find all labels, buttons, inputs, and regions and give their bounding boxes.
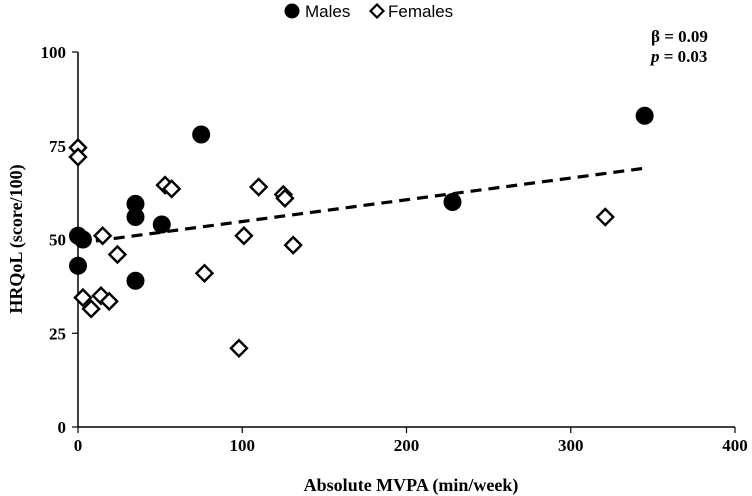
data-point-males [443, 193, 462, 211]
y-tick-label: 75 [49, 137, 66, 156]
data-point-males [126, 271, 145, 290]
data-point-males [635, 106, 654, 125]
data-point-females [161, 179, 182, 199]
y-axis-title: HRQoL (score/100) [6, 164, 27, 313]
data-point-females [68, 147, 88, 167]
x-tick-label: 300 [558, 436, 584, 455]
x-tick-label: 400 [722, 436, 748, 455]
data-point-females [229, 338, 249, 358]
legend-label-females: Females [388, 2, 453, 21]
p-value-text: = 0.03 [660, 47, 708, 66]
data-point-females [234, 226, 254, 246]
y-tick-label: 25 [49, 324, 66, 343]
data-point-females [99, 291, 119, 312]
x-tick-label: 100 [230, 436, 256, 455]
p-value-annotation: p = 0.03 [649, 47, 707, 66]
legend: Males Females [284, 2, 453, 21]
x-tick-label: 200 [394, 436, 420, 455]
axes: 0 100 200 300 400 0 25 50 75 100 [41, 43, 748, 455]
data-point-males [126, 208, 145, 226]
data-points [68, 106, 654, 358]
trendline-group [77, 166, 645, 245]
trendline [77, 166, 645, 245]
data-point-males [126, 194, 145, 213]
x-tick-label: 0 [74, 436, 83, 455]
data-point-females [92, 226, 113, 246]
y-tick-label: 0 [58, 418, 67, 437]
data-point-females [595, 207, 615, 227]
x-axis-title: Absolute MVPA (min/week) [304, 475, 519, 496]
data-point-females [81, 299, 101, 319]
data-point-females [107, 244, 128, 265]
y-tick-label: 50 [49, 231, 66, 250]
legend-marker-males [284, 3, 300, 19]
data-point-males [192, 125, 211, 144]
data-point-females [194, 263, 215, 283]
data-point-males [69, 256, 87, 275]
data-point-males [152, 215, 171, 234]
legend-marker-females [368, 2, 386, 20]
stats-annotation: β = 0.09 p = 0.03 [649, 27, 708, 66]
y-tick-label: 100 [41, 43, 67, 62]
data-point-females [248, 177, 269, 197]
legend-label-males: Males [305, 2, 350, 21]
beta-annotation: β = 0.09 [651, 27, 708, 46]
data-point-females [283, 235, 303, 255]
data-point-males [73, 230, 92, 249]
data-point-females [73, 287, 93, 308]
p-symbol: p [649, 47, 660, 66]
data-point-females [275, 188, 295, 208]
